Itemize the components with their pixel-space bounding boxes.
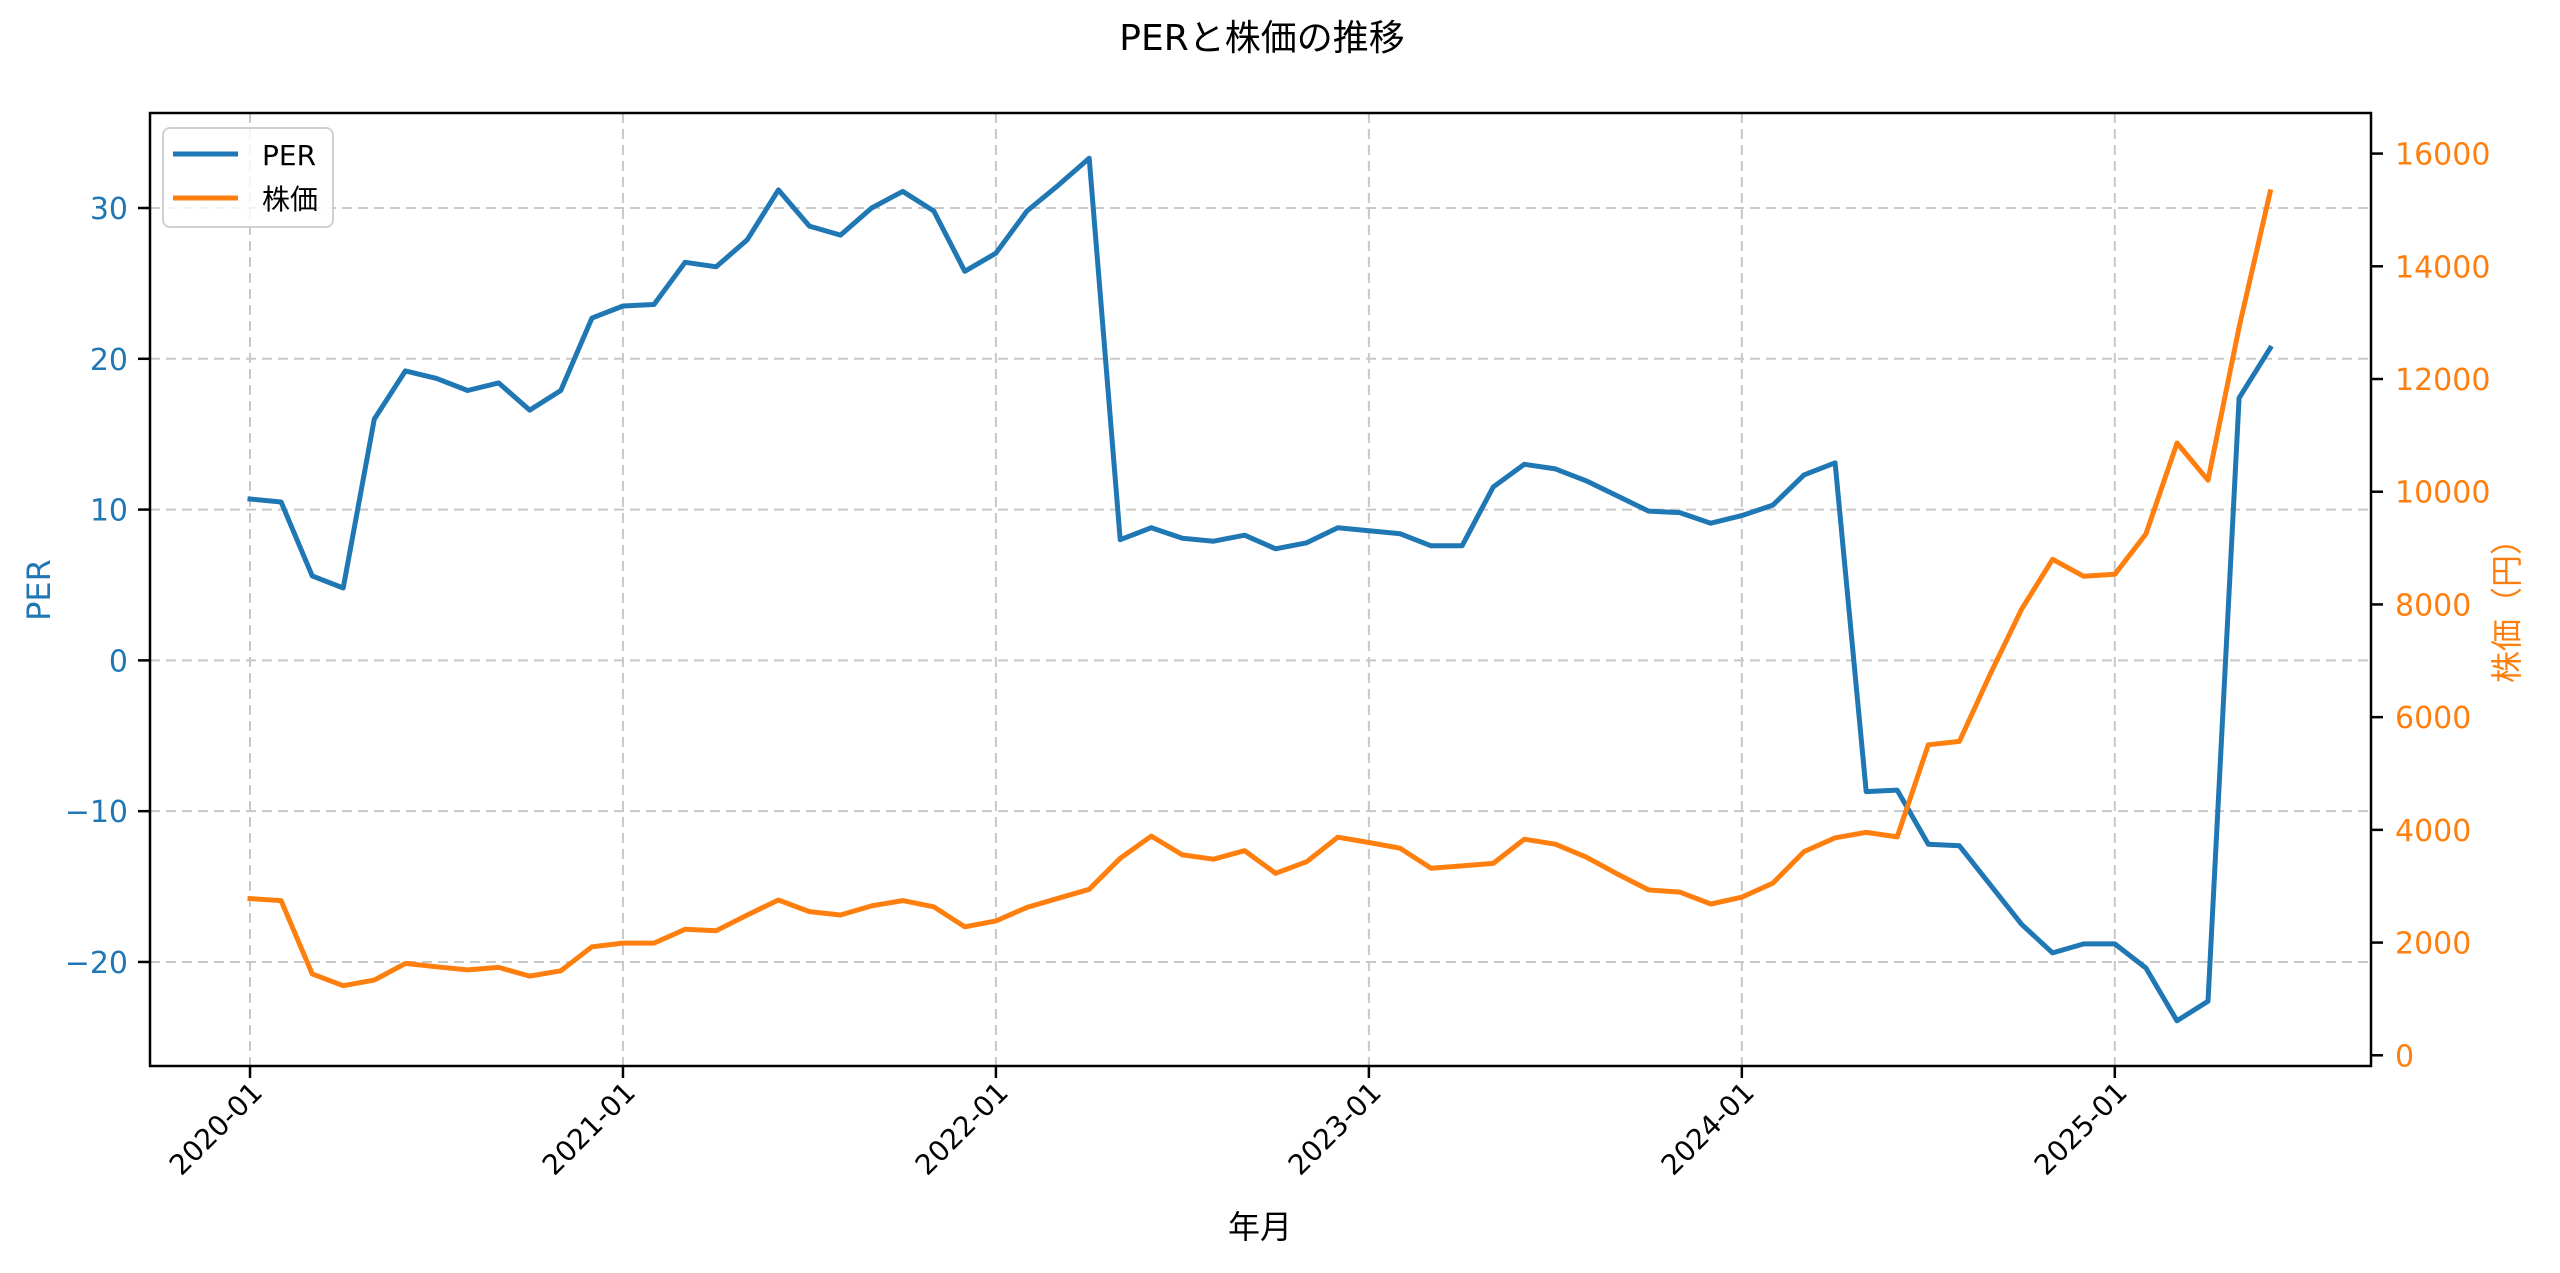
legend-label-per: PER [262,139,316,172]
series-layer [247,155,2274,1024]
right-tick-label: 8000 [2395,588,2471,623]
left-tick-label: 0 [109,644,128,679]
x-axis: 2020-01 2021-01 2022-01 2023-01 2024-01 2025-… [163,1066,2134,1182]
right-axis-label: 株価（円） [2488,523,2526,683]
plot-area-frame [148,111,2373,1068]
left-tick-label: 10 [90,494,128,529]
right-tick-label: 0 [2395,1039,2414,1074]
x-axis-label: 年月 [1228,1208,1292,1246]
right-tick-label: 2000 [2395,927,2471,962]
left-tick-label: −20 [65,946,128,981]
per-line [247,155,2274,1024]
right-tick-label: 12000 [2395,363,2490,398]
x-tick-label: 2024-01 [1655,1076,1761,1182]
x-tick-label: 2023-01 [1282,1076,1388,1182]
left-y-axis: −20 −10 0 10 20 30 [65,192,150,981]
x-tick-label: 2025-01 [2028,1076,2134,1182]
right-tick-label: 10000 [2395,476,2490,511]
legend: PER 株価 [162,127,334,228]
left-tick-label: −10 [65,795,128,830]
chart-title: PERと株価の推移 [1119,18,1404,59]
grid [150,113,2371,1066]
right-tick-label: 4000 [2395,814,2471,849]
legend-label-stock: 株価 [262,183,318,216]
x-tick-label: 2021-01 [536,1076,642,1182]
stock-price-line [247,188,2274,989]
x-tick-label: 2022-01 [909,1076,1015,1182]
right-tick-label: 14000 [2395,250,2490,285]
left-tick-label: 20 [90,343,128,378]
right-tick-label: 6000 [2395,701,2471,736]
right-y-axis: 0 2000 4000 6000 8000 10000 12000 14000 16000 [2371,138,2490,1074]
left-tick-label: 30 [90,192,128,227]
right-tick-label: 16000 [2395,138,2490,173]
x-tick-label: 2020-01 [163,1076,269,1182]
left-axis-label: PER [20,559,58,621]
